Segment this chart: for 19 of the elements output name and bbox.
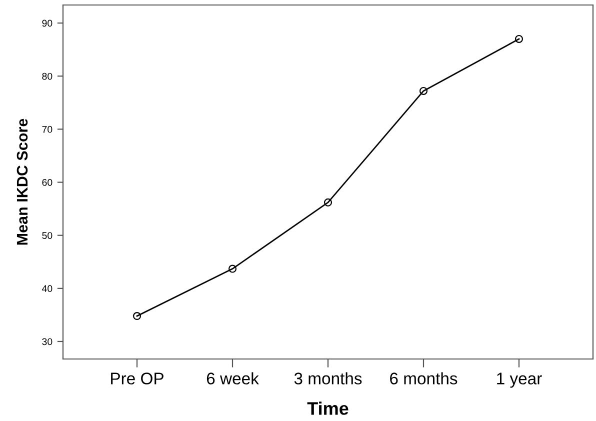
x-tick-label: 6 months: [390, 372, 458, 384]
x-tick-label: 1 year: [497, 372, 542, 388]
x-axis-title: Time: [307, 402, 348, 415]
y-tick-label: 50: [42, 232, 52, 239]
x-tick-label: Pre OP: [111, 372, 164, 384]
y-tick-label: 40: [42, 285, 52, 292]
point: [132, 312, 142, 320]
x-tick-label: 6 week: [206, 372, 259, 384]
point: [228, 264, 237, 273]
point: [324, 198, 332, 206]
point: [514, 34, 524, 43]
y-tick-label: 80: [42, 72, 52, 80]
y-tick-label: 90: [42, 20, 52, 27]
y-tick-label: 70: [42, 126, 52, 133]
y-axis-title: Mean IKDC Score: [16, 118, 28, 245]
y-tick-label: 30: [42, 338, 52, 346]
point: [419, 86, 428, 96]
y-tick-label: 60: [42, 179, 52, 186]
x-tick-label: 3 months: [294, 372, 362, 384]
